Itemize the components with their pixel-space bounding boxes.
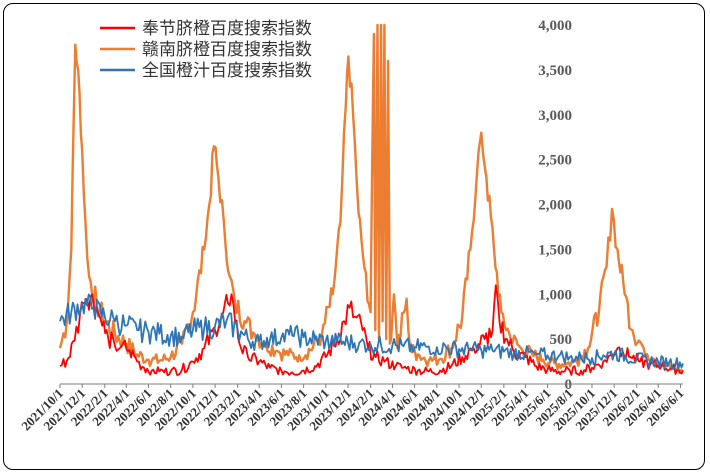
series-layer xyxy=(58,23,684,376)
series-line-0 xyxy=(59,284,684,376)
y-tick-label: 3,500 xyxy=(538,63,572,79)
y-tick-label: 1,000 xyxy=(538,287,572,303)
y-tick-label: 2,000 xyxy=(538,198,572,214)
y-tick-label: 1,500 xyxy=(538,242,572,258)
legend-label: 赣南脐橙百度搜索指数 xyxy=(142,40,312,60)
y-tick-label: 2,500 xyxy=(538,153,572,169)
legend-label: 奉节脐橙百度搜索指数 xyxy=(142,19,312,39)
legend-label: 全国橙汁百度搜索指数 xyxy=(142,61,312,81)
y-tick-label: 500 xyxy=(550,332,573,348)
y-tick-label: 4,000 xyxy=(538,18,572,34)
chart-frame xyxy=(3,3,705,470)
y-tick-label: 3,000 xyxy=(538,108,572,124)
y-tick-label: 0 xyxy=(565,377,573,393)
series-line-1 xyxy=(58,23,684,374)
series-line-2 xyxy=(59,293,684,370)
